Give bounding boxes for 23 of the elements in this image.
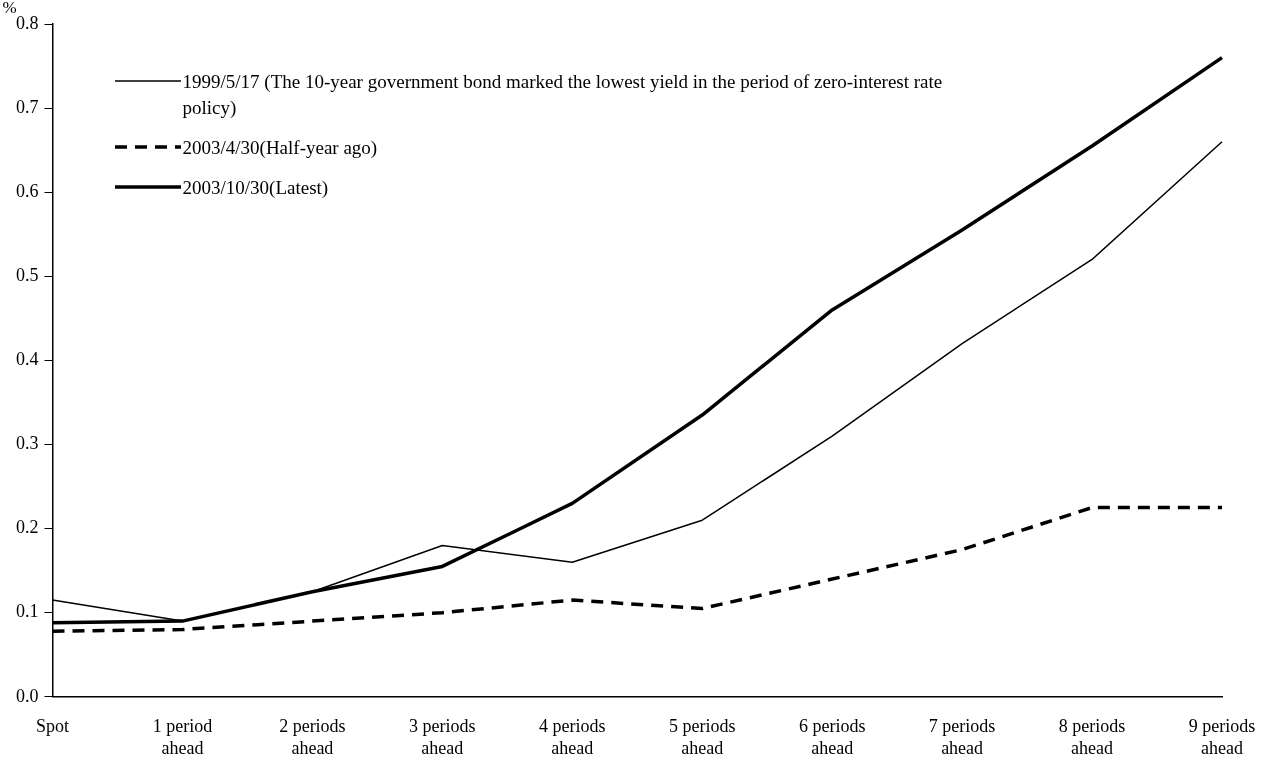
x-tick-label: Spot bbox=[35, 716, 70, 737]
y-tick-label: 0.6 bbox=[16, 180, 39, 201]
x-tick-label: 8 periods ahead bbox=[1058, 716, 1126, 758]
y-axis-title: % bbox=[2, 0, 17, 17]
legend-label: 1999/5/17 (The 10-year government bond marked the lowest yield in the period of zero-interest rate policy) bbox=[182, 70, 944, 120]
x-tick-label: 2 periods ahead bbox=[279, 716, 346, 758]
y-tick-label: 0.7 bbox=[16, 96, 39, 117]
legend-label: 2003/10/30(Latest) bbox=[182, 176, 329, 200]
y-tick-label: 0.8 bbox=[16, 12, 39, 33]
y-tick-label: 0.5 bbox=[16, 265, 39, 286]
legend-label: 2003/4/30(Half-year ago) bbox=[182, 136, 378, 160]
y-tick-label: 0.2 bbox=[16, 517, 39, 538]
x-tick-label: 4 periods ahead bbox=[539, 716, 606, 758]
x-tick-label: 6 periods ahead bbox=[798, 716, 866, 758]
x-tick-label: 5 periods ahead bbox=[668, 716, 736, 758]
y-tick-label: 0.4 bbox=[16, 349, 39, 370]
x-tick-label: 1 period ahead bbox=[152, 716, 213, 758]
y-tick-label: 0.3 bbox=[16, 433, 39, 454]
x-tick-label: 9 periods ahead bbox=[1188, 716, 1256, 758]
y-tick-label: 0.1 bbox=[16, 601, 39, 622]
y-tick-label: 0.0 bbox=[16, 685, 39, 706]
x-tick-label: 3 periods ahead bbox=[409, 716, 476, 758]
x-tick-label: 7 periods ahead bbox=[928, 716, 996, 758]
